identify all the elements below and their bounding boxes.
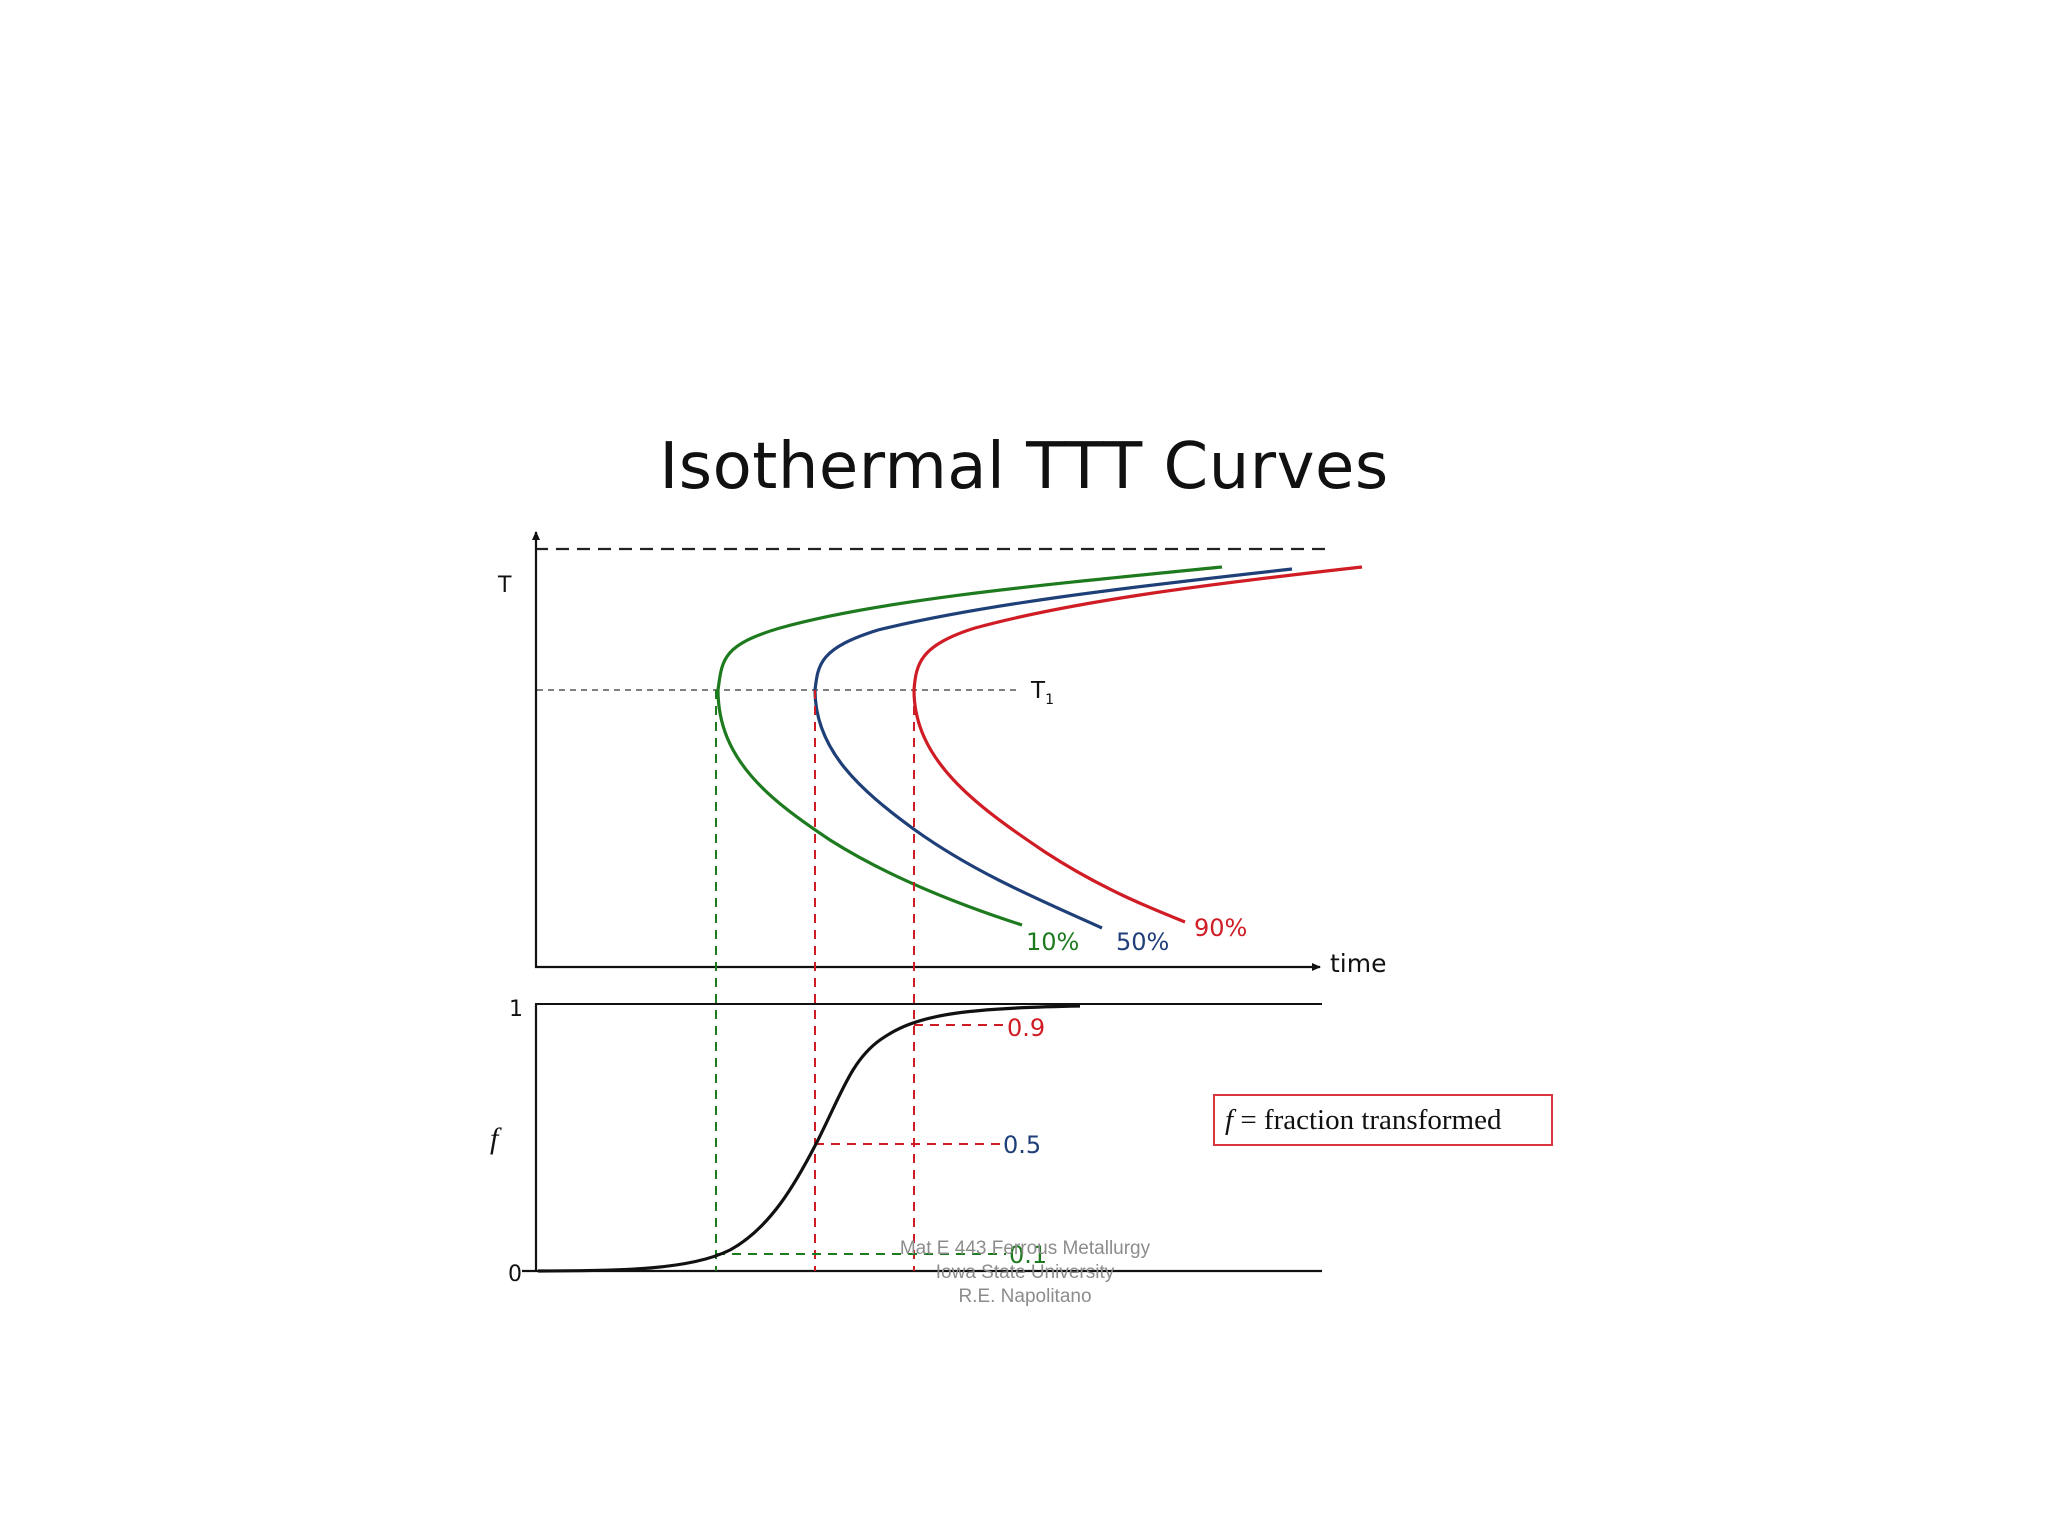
level-label-0-9: 0.9 — [1007, 1014, 1045, 1042]
curve-50-percent — [813, 567, 1293, 930]
isotherm-t1-subscript: 1 — [1045, 692, 1054, 708]
isotherm-t1-letter: T — [1030, 678, 1046, 704]
slide-title: Isothermal TTT Curves — [659, 430, 1389, 504]
isotherm-t1-label: T1 — [1030, 678, 1054, 708]
curve-90-percent — [912, 565, 1363, 924]
curve-label-10-percent: 10% — [1026, 928, 1079, 956]
legend-text: = fraction transformed — [1233, 1104, 1502, 1136]
curve-10-percent — [716, 565, 1223, 927]
level-label-0-5: 0.5 — [1003, 1131, 1041, 1159]
fraction-min-label: 0 — [508, 1262, 522, 1287]
course-watermark: Mat E 443 Ferrous Metallurgy Iowa State … — [850, 1237, 1200, 1309]
level-label-0-1: 0.1 — [1009, 1241, 1047, 1269]
fraction-legend-box: f = fraction transformed — [1213, 1094, 1553, 1146]
watermark-author: R.E. Napolitano — [958, 1286, 1092, 1307]
watermark-university: Iowa State University — [935, 1262, 1115, 1283]
watermark-course: Mat E 443 Ferrous Metallurgy — [899, 1238, 1151, 1259]
time-axis-label: time — [1330, 949, 1386, 978]
fraction-axis-label: f — [490, 1122, 502, 1155]
fraction-max-label: 1 — [509, 997, 523, 1022]
curve-label-50-percent: 50% — [1116, 928, 1169, 956]
temperature-axis-label: T — [497, 573, 512, 598]
fraction-transformed-curve — [537, 1004, 1081, 1273]
curve-label-90-percent: 90% — [1194, 914, 1247, 942]
legend-symbol: f — [1225, 1104, 1234, 1136]
